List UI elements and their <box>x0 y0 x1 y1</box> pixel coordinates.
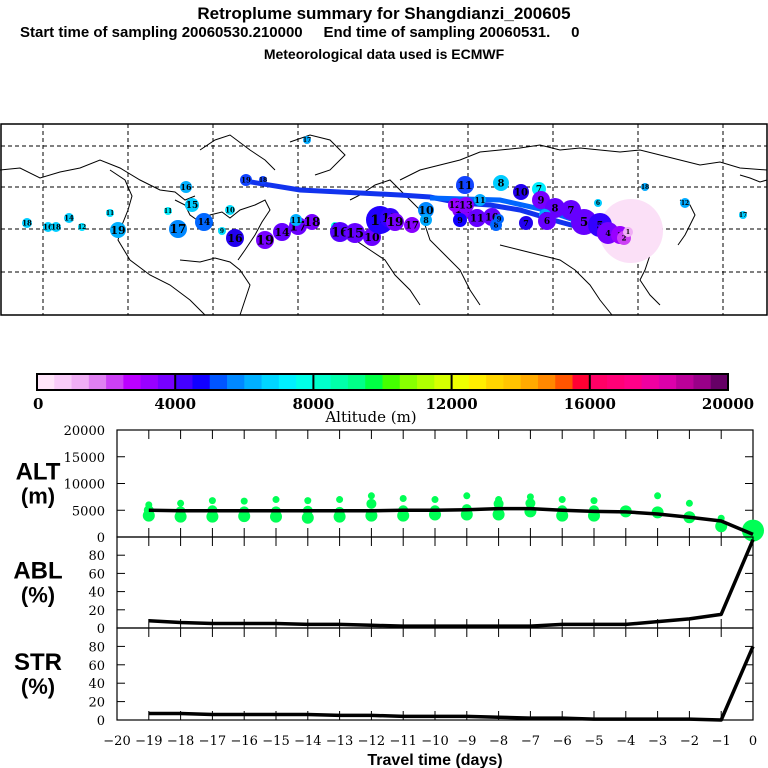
altitude-cluster-dot <box>304 497 312 505</box>
altitude-cluster-dot <box>558 496 566 504</box>
series-line-alt <box>148 506 754 536</box>
x-tick-label: −10 <box>421 734 448 749</box>
altitude-cluster-dot <box>336 496 344 504</box>
y-tick-label: 40 <box>88 586 105 601</box>
y-tick-label: 20 <box>88 604 105 619</box>
altitude-cluster-dot <box>142 509 155 522</box>
altitude-cluster-dot <box>301 511 314 524</box>
y-tick-label: 60 <box>88 567 105 582</box>
x-tick-label: −2 <box>680 734 699 749</box>
x-tick-label: −13 <box>326 734 353 749</box>
panel-frame <box>116 627 754 721</box>
x-tick-label: −7 <box>521 734 540 749</box>
y-tick-label: 15000 <box>64 451 105 466</box>
altitude-cluster-dot <box>397 509 410 522</box>
altitude-cluster-dot <box>366 498 377 509</box>
y-tick-label: 80 <box>88 640 105 655</box>
y-tick-label: 0 <box>97 714 105 729</box>
x-tick-label: −5 <box>584 734 603 749</box>
altitude-cluster-dot <box>272 496 280 504</box>
altitude-cluster-dot <box>174 510 187 523</box>
x-tick-label: −12 <box>358 734 385 749</box>
x-tick-label: −20 <box>103 734 130 749</box>
panel-label: (%) <box>21 583 55 608</box>
panel-label: ALT <box>16 459 61 486</box>
altitude-cluster-dot <box>492 508 505 521</box>
x-tick-label: −17 <box>199 734 226 749</box>
y-tick-label: 60 <box>88 659 105 674</box>
x-tick-label: −11 <box>389 734 416 749</box>
y-tick-label: 5000 <box>72 504 105 519</box>
altitude-cluster-dot <box>525 498 536 509</box>
x-tick-label: −1 <box>712 734 731 749</box>
altitude-cluster-dot <box>240 497 248 505</box>
y-tick-label: 40 <box>88 677 105 692</box>
altitude-cluster-dot <box>460 508 473 521</box>
sampling-time-subtitle: Start time of sampling 20060530.210000 E… <box>20 24 580 41</box>
panel-alt: 0 5000 10000 15000 20000 ALT(m) <box>16 424 764 546</box>
altitude-cluster-dot <box>399 494 407 502</box>
x-tick-label: 0 <box>749 734 757 749</box>
altitude-cluster-dot <box>367 492 375 500</box>
x-tick-label: −19 <box>135 734 162 749</box>
altitude-cluster-dot <box>206 510 219 523</box>
altitude-cluster-dot <box>270 510 282 523</box>
y-tick-label: 0 <box>97 622 105 637</box>
altitude-cluster-dot <box>654 492 662 500</box>
panel-abl: 0 20 40 60 80 ABL(%) <box>13 536 755 637</box>
panel-label: (%) <box>21 674 55 699</box>
altitude-cluster-dot <box>463 492 471 500</box>
altitude-cluster-dot <box>590 497 598 505</box>
y-tick-label: 80 <box>88 549 105 564</box>
altitude-cluster-dot <box>431 496 439 504</box>
x-axis-label: Travel time (days) <box>367 752 502 768</box>
x-tick-label: −14 <box>294 734 321 749</box>
series-line-abl <box>148 539 755 628</box>
altitude-cluster-dot <box>333 510 346 523</box>
x-tick-label: −8 <box>489 734 508 749</box>
altitude-cluster-dot <box>556 509 569 522</box>
y-tick-label: 20000 <box>64 424 105 439</box>
panel-label: STR <box>14 649 62 676</box>
series-line-str <box>148 645 755 722</box>
altitude-cluster-dot <box>365 509 378 522</box>
y-tick-label: 20 <box>88 696 105 711</box>
altitude-cluster-dot <box>208 497 216 505</box>
x-tick-label: −6 <box>553 734 572 749</box>
x-tick-label: −16 <box>230 734 257 749</box>
y-tick-label: 10000 <box>64 478 105 493</box>
y-tick-label: 0 <box>97 531 105 546</box>
altitude-cluster-dot <box>238 510 251 523</box>
x-tick-label: −9 <box>457 734 476 749</box>
altitude-cluster-dot <box>742 519 764 542</box>
x-tick-label: −18 <box>167 734 194 749</box>
x-tick-label: −4 <box>616 734 635 749</box>
x-tick-label: −15 <box>262 734 289 749</box>
altitude-cluster-dot <box>493 498 504 509</box>
chart-title: Retroplume summary for Shangdianzi_20060… <box>197 4 571 23</box>
altitude-cluster-dot <box>685 499 693 507</box>
panel-frame <box>116 536 754 629</box>
panel-label: (m) <box>21 484 55 509</box>
met-data-subtitle: Meteorological data used is ECMWF <box>263 46 505 62</box>
x-tick-label: −3 <box>648 734 667 749</box>
altitude-cluster-dot <box>177 499 185 507</box>
panel-label: ABL <box>13 558 62 585</box>
